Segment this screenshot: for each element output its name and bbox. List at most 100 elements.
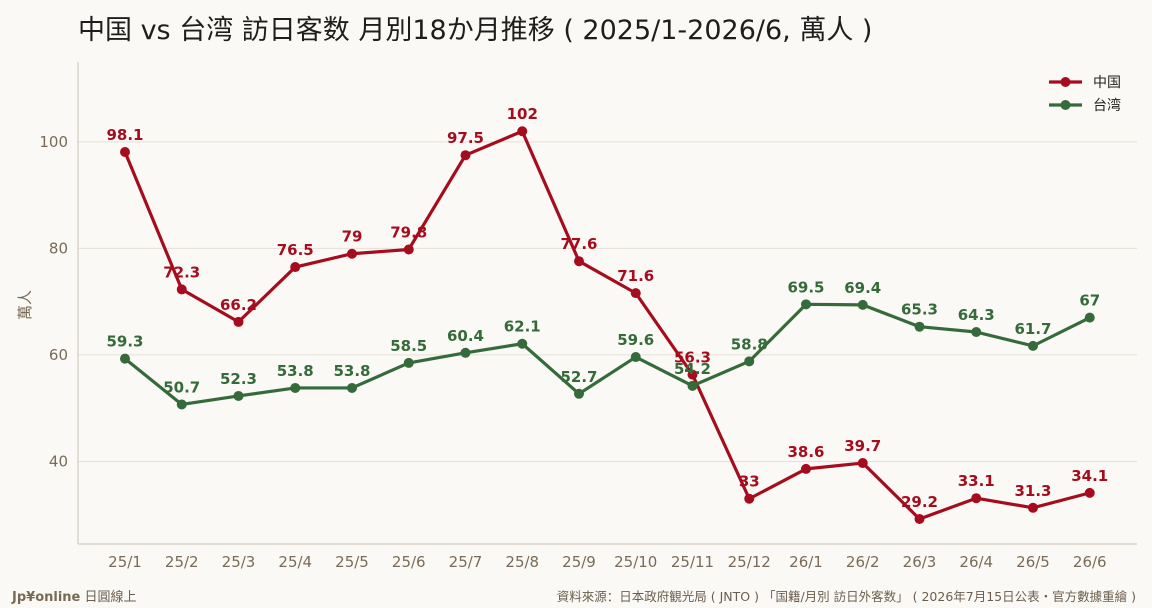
- x-tick-labels: 25/1 25/2 25/3 25/4 25/5 25/6 25/7 25/8 25/9 25/1…: [108, 553, 1106, 571]
- data-label-s1-5: 58.5: [390, 337, 427, 355]
- x-tick-25-11: 25/11: [671, 553, 714, 571]
- data-label-s0-8: 77.6: [560, 235, 597, 253]
- data-label-s0-13: 39.7: [844, 437, 881, 455]
- x-tick-25-7: 25/7: [449, 553, 483, 571]
- point-s1-15: [971, 327, 982, 338]
- y-tick-60: 60: [49, 346, 68, 364]
- x-tick-26-3: 26/3: [903, 553, 937, 571]
- data-label-s0-15: 33.1: [958, 472, 995, 490]
- data-label-s1-7: 62.1: [504, 318, 541, 336]
- data-label-s1-12: 69.5: [787, 278, 824, 296]
- data-label-s1-4: 53.8: [333, 362, 370, 380]
- data-label-s0-0: 98.1: [106, 126, 143, 144]
- point-s0-14: [914, 513, 925, 524]
- point-s0-12: [801, 463, 811, 474]
- series-line-0: [123, 129, 1091, 521]
- point-s1-1: [176, 399, 187, 410]
- point-s0-1: [176, 284, 187, 295]
- series-group: [120, 126, 1095, 524]
- legend-marker-1: [1060, 100, 1071, 110]
- data-label-s1-8: 52.7: [560, 368, 597, 386]
- data-label-s0-12: 38.6: [787, 443, 824, 461]
- data-label-s0-3: 76.5: [277, 241, 314, 259]
- point-s1-14: [914, 321, 925, 332]
- data-label-s1-11: 58.8: [731, 335, 768, 353]
- x-tick-25-2: 25/2: [165, 553, 199, 571]
- point-s0-17: [1084, 487, 1095, 498]
- y-tick-100: 100: [39, 133, 68, 151]
- data-label-s0-4: 79: [342, 228, 363, 246]
- point-s1-17: [1084, 312, 1095, 323]
- data-label-s0-6: 97.5: [447, 129, 484, 147]
- legend-marker-0: [1060, 77, 1071, 87]
- grid-lines: [78, 141, 1137, 462]
- x-tick-25-1: 25/1: [108, 553, 142, 571]
- brand-name: Jp¥online: [12, 590, 81, 605]
- point-s1-9: [630, 352, 641, 363]
- series-line-1: [123, 302, 1091, 407]
- x-tick-25-10: 25/10: [614, 553, 657, 571]
- x-tick-26-5: 26/5: [1016, 553, 1050, 571]
- point-s1-10: [687, 380, 698, 391]
- data-label-s0-5: 79.8: [390, 223, 427, 241]
- data-label-s0-16: 31.3: [1014, 482, 1051, 500]
- data-label-s0-10: 56.3: [674, 349, 711, 367]
- data-labels: 98.1 72.3 66.2 76.5 79 79.8 97.5 102 77.6 71.6 56.…: [106, 105, 1108, 511]
- data-label-s1-15: 64.3: [958, 306, 995, 324]
- x-tick-25-4: 25/4: [278, 553, 312, 571]
- y-tick-40: 40: [49, 452, 68, 470]
- y-axis-label: 萬人: [16, 290, 34, 320]
- source-note: 資料來源：日本政府観光局 ( JNTO ) 「国籍/月別 訪日外客数」 ( 20…: [556, 589, 1136, 604]
- legend-label-0: 中国: [1093, 75, 1121, 91]
- x-tick-25-6: 25/6: [392, 553, 426, 571]
- data-label-s1-9: 59.6: [617, 331, 654, 349]
- point-s0-16: [1028, 502, 1038, 513]
- point-s0-11: [744, 493, 755, 504]
- point-s1-6: [460, 347, 471, 358]
- x-tick-26-2: 26/2: [846, 553, 880, 571]
- x-tick-25-5: 25/5: [335, 553, 369, 571]
- y-tick-labels: 40 60 80 100: [39, 133, 68, 471]
- data-label-s1-6: 60.4: [447, 327, 484, 345]
- data-label-s0-1: 72.3: [163, 263, 200, 281]
- point-s1-11: [744, 356, 755, 367]
- x-tick-25-3: 25/3: [222, 553, 256, 571]
- data-label-s1-1: 50.7: [163, 378, 200, 396]
- x-tick-25-8: 25/8: [505, 553, 539, 571]
- data-label-s1-3: 53.8: [277, 362, 314, 380]
- point-s0-7: [517, 126, 528, 137]
- x-tick-26-4: 26/4: [959, 553, 993, 571]
- data-label-s0-17: 34.1: [1071, 467, 1108, 485]
- data-label-s1-2: 52.3: [220, 370, 257, 388]
- point-s0-13: [857, 458, 868, 469]
- point-s1-7: [517, 338, 528, 349]
- data-label-s1-0: 59.3: [106, 333, 143, 351]
- point-s1-2: [233, 390, 244, 401]
- data-label-s0-14: 29.2: [901, 493, 938, 511]
- point-s0-10: [687, 369, 698, 380]
- point-s1-4: [347, 382, 357, 393]
- x-tick-25-9: 25/9: [562, 553, 596, 571]
- data-label-s0-9: 71.6: [617, 267, 654, 285]
- point-s1-12: [801, 299, 811, 310]
- data-label-s1-16: 61.7: [1014, 320, 1051, 338]
- point-s0-2: [233, 316, 244, 327]
- point-s1-3: [290, 382, 301, 393]
- x-tick-26-1: 26/1: [789, 553, 823, 571]
- data-label-s0-2: 66.2: [220, 296, 257, 314]
- point-s1-16: [1028, 340, 1038, 351]
- data-label-s0-11: 33: [739, 473, 760, 491]
- data-label-s0-7: 102: [507, 105, 538, 123]
- x-tick-26-6: 26/6: [1073, 553, 1107, 571]
- data-label-s1-10: 54.2: [674, 360, 711, 378]
- point-s1-5: [403, 357, 414, 368]
- data-label-s1-13: 69.4: [844, 279, 881, 297]
- point-s0-8: [574, 256, 584, 267]
- point-s1-0: [120, 353, 130, 364]
- legend-label-1: 台湾: [1093, 97, 1121, 114]
- x-tick-25-12: 25/12: [728, 553, 771, 571]
- axes: [77, 62, 1137, 545]
- point-s0-6: [460, 150, 471, 161]
- point-s1-8: [574, 388, 584, 399]
